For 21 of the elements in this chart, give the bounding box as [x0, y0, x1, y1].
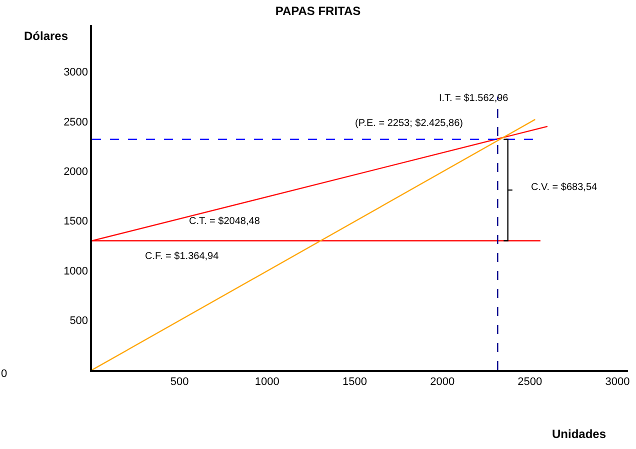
y-axis-title: Dólares — [24, 29, 68, 43]
annotation: (P.E. = 2253; $2.425,86) — [355, 118, 463, 129]
y-tick-label: 2000 — [64, 166, 88, 178]
chart-title: PAPAS FRITAS — [275, 4, 361, 18]
y-tick-label: 2500 — [64, 116, 88, 128]
y-tick-label: 3000 — [64, 66, 88, 79]
x-tick-label: 1500 — [342, 376, 367, 388]
x-axis-title: Unidades — [552, 427, 606, 441]
x-tick-label: 1000 — [254, 376, 280, 388]
x-tick-label: 3000 — [605, 376, 630, 388]
y-tick-label: 1500 — [64, 216, 88, 228]
annotation: C.T. = $2048,48 — [189, 216, 260, 227]
annotation: C.V. = $683,54 — [531, 182, 598, 193]
y-tick-label: 1000 — [64, 265, 88, 278]
x-tick-label: 500 — [170, 376, 189, 388]
x-tick-label: 2000 — [430, 376, 455, 388]
annotation: I.T. = $1.562,96 — [439, 93, 509, 104]
x-tick-label: 2500 — [518, 376, 542, 388]
text: 0 — [1, 368, 8, 380]
y-tick-label: 500 — [70, 315, 88, 328]
annotation: C.F. = $1.364,94 — [145, 251, 220, 262]
